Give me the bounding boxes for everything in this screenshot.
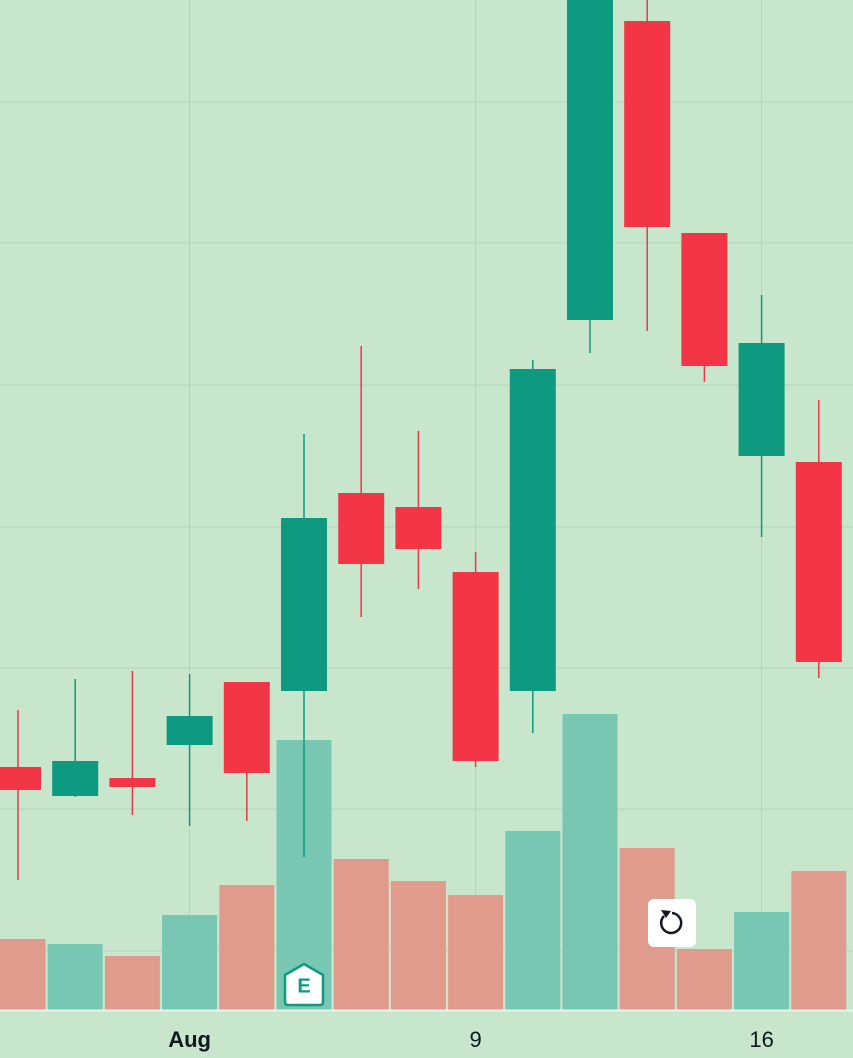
x-tick-label: Aug <box>168 1027 211 1052</box>
event-label: E <box>297 975 310 997</box>
candle-body <box>109 778 156 787</box>
candle-body <box>624 21 671 227</box>
candle-body <box>166 716 213 745</box>
volume-bar <box>0 939 46 1010</box>
candle-body <box>452 572 499 761</box>
candle-body <box>567 0 613 320</box>
candle-body <box>0 767 41 790</box>
volume-bar <box>104 956 160 1010</box>
volume-bar <box>448 895 504 1010</box>
candle-body <box>681 233 728 366</box>
volume-bar <box>734 912 790 1010</box>
candle-body <box>395 507 442 549</box>
candle-body <box>52 761 99 796</box>
reset-icon <box>659 911 683 935</box>
volume-pane <box>0 714 847 1010</box>
x-tick-label: 16 <box>749 1027 773 1052</box>
volume-bar <box>333 859 389 1010</box>
x-tick-label: 9 <box>469 1027 481 1052</box>
event-badge <box>283 962 325 1007</box>
volume-bar <box>390 881 446 1010</box>
reset-arrow <box>661 910 671 918</box>
button-bg <box>648 899 696 947</box>
candle-body <box>738 343 785 456</box>
candle-body <box>281 518 327 691</box>
volume-bar <box>676 949 732 1010</box>
event-marker[interactable]: E <box>283 962 325 1007</box>
volume-bar <box>162 915 218 1010</box>
price-pane <box>0 0 842 880</box>
volume-bar <box>505 831 561 1010</box>
candle-body <box>338 493 385 564</box>
candle-body <box>223 682 270 773</box>
volume-bar <box>791 871 847 1010</box>
volume-bar <box>219 885 275 1010</box>
volume-bar <box>562 714 618 1010</box>
x-axis: Aug 9 16 <box>168 1027 774 1052</box>
reset-button[interactable] <box>648 899 696 947</box>
volume-bar <box>47 944 103 1010</box>
candle-body <box>795 462 842 662</box>
candle-body <box>509 369 556 691</box>
